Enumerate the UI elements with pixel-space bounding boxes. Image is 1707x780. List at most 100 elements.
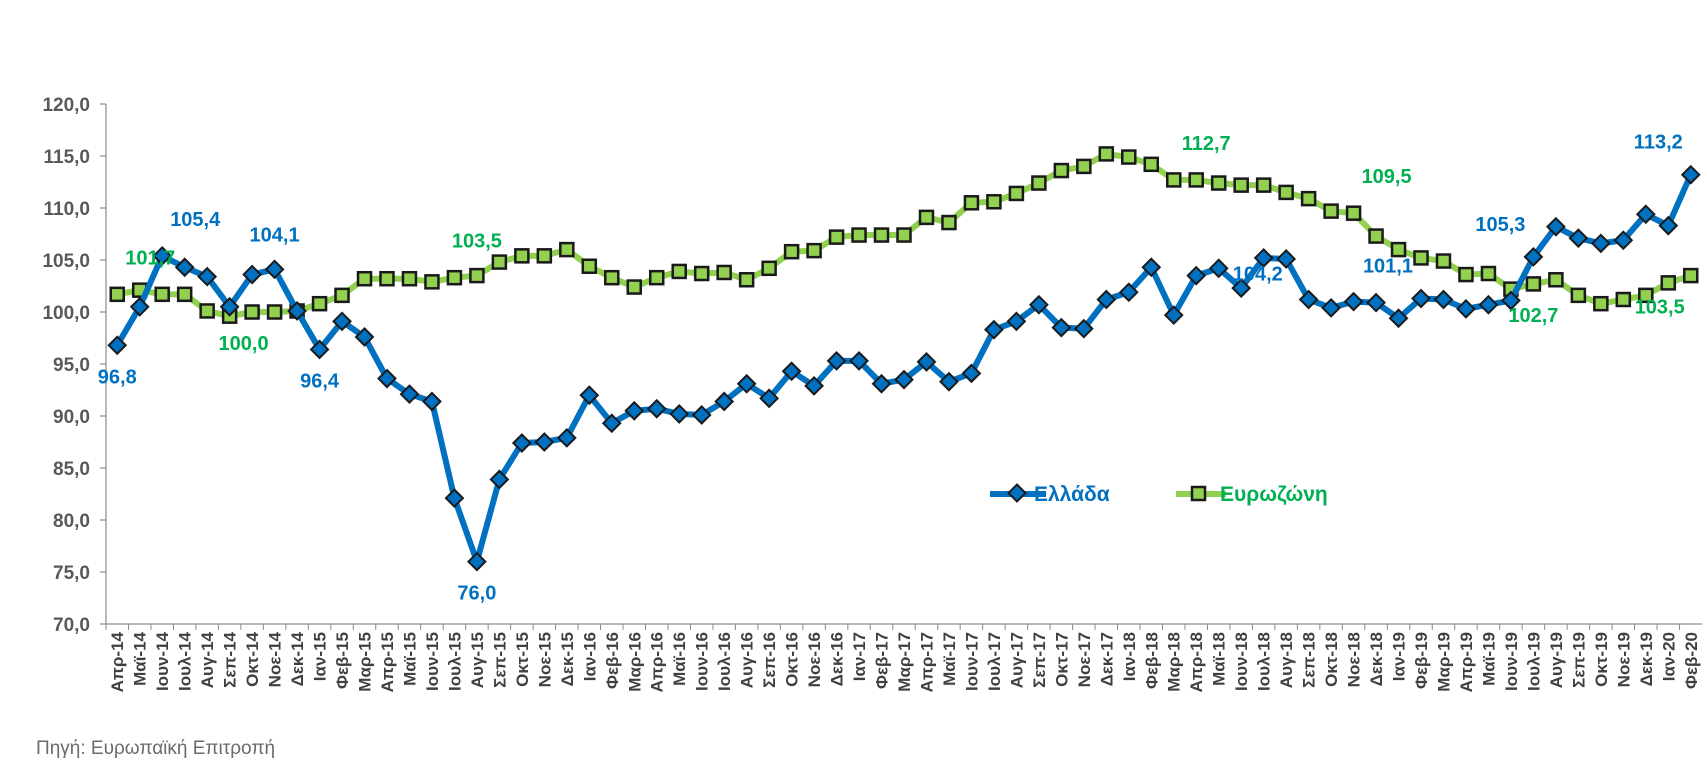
- point-eurozone: [1143, 156, 1160, 173]
- x-tick-label: Αυγ-15: [468, 632, 487, 688]
- point-greece: [1051, 317, 1072, 338]
- point-greece: [1186, 265, 1207, 286]
- x-tick-label: Φεβ-15: [333, 632, 352, 689]
- series-eurozone: [109, 146, 1699, 324]
- x-tick-label: Ιουλ-19: [1524, 632, 1543, 691]
- x-tick-label: Δεκ-16: [828, 632, 847, 686]
- y-tick-label: 95,0: [53, 355, 90, 376]
- x-tick-label: Φεβ-19: [1412, 632, 1431, 689]
- point-eurozone: [1548, 272, 1564, 288]
- point-greece: [691, 405, 712, 425]
- point-eurozone: [648, 269, 665, 286]
- x-tick-label: Ιουλ-18: [1255, 632, 1274, 691]
- x-tick-label: Μαϊ-18: [1210, 632, 1229, 686]
- x-tick-label: Ιουν-15: [423, 632, 442, 691]
- y-tick-label: 85,0: [53, 459, 90, 480]
- point-eurozone: [244, 304, 260, 320]
- point-eurozone: [1660, 275, 1677, 291]
- x-tick-label: Ιουν-17: [962, 632, 981, 691]
- point-greece: [1276, 249, 1297, 269]
- x-tick-label: Ιουν-16: [693, 632, 712, 691]
- point-eurozone: [1615, 291, 1632, 308]
- x-tick-label: Οκτ-19: [1592, 632, 1611, 687]
- x-tick-label: Απρ-18: [1187, 632, 1206, 692]
- point-greece: [1253, 248, 1274, 268]
- x-tick-label: Μαρ-19: [1434, 632, 1453, 692]
- point-eurozone: [536, 248, 553, 264]
- x-tick-label: Μαϊ-15: [400, 632, 419, 686]
- x-tick-label: Φεβ-18: [1142, 632, 1161, 689]
- point-eurozone: [1098, 146, 1115, 162]
- point-greece: [467, 551, 487, 572]
- x-tick-label: Φεβ-16: [603, 632, 622, 689]
- x-tick-label: Δεκ-17: [1097, 632, 1116, 686]
- point-greece: [152, 245, 173, 266]
- point-greece: [174, 257, 195, 278]
- point-eurozone: [783, 243, 800, 260]
- point-eurozone: [1683, 267, 1699, 284]
- x-tick-label: Σεπ-19: [1569, 632, 1588, 688]
- x-tick-label: Νοε-16: [805, 632, 824, 687]
- point-eurozone: [1188, 172, 1204, 188]
- point-greece: [354, 327, 375, 347]
- point-eurozone: [1031, 175, 1047, 191]
- point-eurozone: [1300, 190, 1317, 207]
- point-greece: [804, 375, 824, 396]
- point-eurozone: [176, 286, 193, 303]
- point-eurozone: [446, 269, 463, 286]
- data-label-greece: 101,1: [1363, 255, 1413, 277]
- y-tick-label: 75,0: [53, 563, 90, 584]
- x-tick-label: Ιουλ-16: [715, 632, 734, 691]
- point-eurozone: [109, 286, 125, 303]
- x-tick-label: Μαϊ-16: [670, 632, 689, 686]
- x-tick-label: Οκτ-16: [783, 632, 802, 687]
- point-eurozone: [918, 209, 935, 226]
- x-tick-label: Μαρ-18: [1165, 632, 1184, 692]
- point-greece: [1433, 289, 1454, 310]
- point-eurozone: [716, 264, 732, 281]
- x-tick-label: Σεπ-15: [490, 632, 509, 688]
- point-eurozone: [1525, 276, 1542, 292]
- data-label-greece: 96,8: [98, 366, 137, 388]
- y-tick-label: 110,0: [44, 199, 91, 220]
- point-eurozone: [986, 194, 1002, 210]
- point-greece: [377, 368, 397, 389]
- x-tick-label: Ιουλ-15: [445, 632, 464, 691]
- series-layer: [107, 146, 1701, 572]
- point-eurozone: [1570, 287, 1587, 304]
- legend-marker-eurozone: [1190, 485, 1207, 502]
- point-greece: [1411, 288, 1431, 309]
- point-eurozone: [1278, 184, 1294, 201]
- data-label-greece: 105,4: [170, 209, 221, 231]
- point-greece: [444, 488, 465, 509]
- point-greece: [1366, 292, 1386, 313]
- point-greece: [1568, 228, 1589, 249]
- x-tick-label: Ιαν-15: [311, 632, 330, 681]
- point-eurozone: [424, 274, 440, 290]
- point-greece: [826, 350, 847, 371]
- x-tick-label: Ιουν-19: [1502, 632, 1521, 691]
- x-tick-label: Σεπ-14: [221, 631, 240, 687]
- data-labels: 96,8 105,4 104,1 96,4 76,0 104,2 101,1 105,3 113…: [98, 132, 1685, 605]
- y-tick-label: 100,0: [42, 303, 90, 324]
- x-tick-label: Μαρ-17: [895, 632, 914, 692]
- point-greece: [1343, 291, 1364, 312]
- x-tick-label: Απρ-15: [378, 632, 397, 692]
- point-greece: [1208, 258, 1229, 279]
- data-label-greece: 76,0: [457, 583, 496, 605]
- data-label-greece: 96,4: [300, 370, 340, 392]
- point-eurozone: [626, 279, 643, 295]
- point-greece: [1501, 290, 1521, 311]
- y-tick-label: 120,0: [42, 95, 90, 116]
- point-eurozone: [896, 227, 912, 243]
- x-tick-label: Ιουλ-14: [176, 631, 195, 691]
- x-tick-label: Ιουν-18: [1232, 632, 1251, 691]
- x-tick-label: Δεκ-15: [558, 632, 577, 686]
- point-eurozone: [806, 242, 822, 259]
- point-greece: [107, 335, 128, 356]
- x-tick-label: Απρ-17: [917, 632, 936, 692]
- x-tick-label: Ιαν-20: [1659, 632, 1678, 681]
- point-eurozone: [1480, 265, 1497, 282]
- y-tick-label: 90,0: [53, 407, 90, 428]
- point-eurozone: [1368, 228, 1384, 244]
